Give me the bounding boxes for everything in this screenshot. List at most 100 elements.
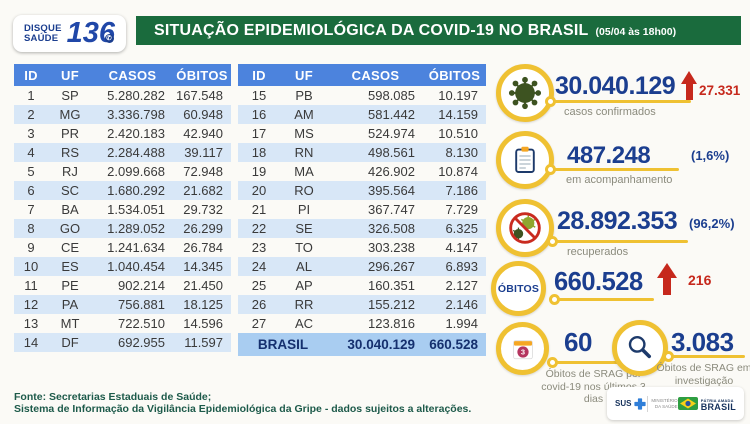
table-cell: 3 <box>27 126 35 141</box>
table-cell: AL <box>296 259 312 274</box>
deaths-value: 660.528 <box>554 268 643 296</box>
table-cell: 6.325 <box>445 221 478 236</box>
logo-line2: SAÚDE <box>23 32 59 44</box>
deaths-delta: 216 <box>688 272 712 288</box>
table-row: 22 SE 326.508 6.325 <box>238 219 486 238</box>
deaths-underline <box>557 298 654 301</box>
table-row: 10 ES 1.040.454 14.345 <box>14 257 231 276</box>
table-cell: 14.596 <box>183 316 223 331</box>
calendar-icon: 3 <box>512 339 533 359</box>
deaths-badge-circle: ÓBITOS <box>491 261 546 316</box>
confirmed-underline <box>553 100 691 103</box>
table-cell: SE <box>295 221 313 236</box>
table-cell: 15 <box>251 88 267 103</box>
table-cell: 7.729 <box>445 202 478 217</box>
table-cell: 16 <box>251 107 267 122</box>
srag-investigation-value: 3.083 <box>671 327 734 357</box>
table-row: 18 RN 498.561 8.130 <box>238 143 486 162</box>
brasil-logo: PÁTRIA AMADA BRASIL <box>677 397 736 412</box>
table-cell: 39.117 <box>184 145 223 160</box>
table-cell: 123.816 <box>368 316 415 331</box>
footer-line1: Fonte: Secretarias Estaduais de Saúde; <box>14 391 212 403</box>
table-cell: 14.345 <box>183 259 223 274</box>
table-row: 13 MT 722.510 14.596 <box>14 314 231 333</box>
table-cell: 326.508 <box>368 221 415 236</box>
footer-source-text: Fonte: Secretarias Estaduais de Saúde; S… <box>14 391 472 415</box>
table-row: 3 PR 2.420.183 42.940 <box>14 124 231 143</box>
table-cell: 11 <box>24 278 38 293</box>
followup-underline <box>553 168 679 171</box>
table-cell: 6 <box>27 183 35 198</box>
table-cell: SC <box>60 183 80 198</box>
table-cell: 1.680.292 <box>107 183 165 198</box>
table-cell: 21.682 <box>183 183 223 198</box>
table-cell: 692.955 <box>118 335 165 350</box>
confirmed-value: 30.040.129 <box>555 72 676 100</box>
table-row: 1 SP 5.280.282 167.548 <box>14 86 231 105</box>
table-cell: 160.351 <box>368 278 415 293</box>
table-row: 20 RO 395.564 7.186 <box>238 181 486 200</box>
virus-icon <box>508 76 542 110</box>
srag-deaths-underline <box>555 361 638 364</box>
table-cell: 7.186 <box>445 183 478 198</box>
disque-saude-logo: DISQUE SAÚDE 136 ✆ <box>13 15 126 52</box>
table-cell: DF <box>61 335 79 350</box>
table-row: 2 MG 3.336.798 60.948 <box>14 105 231 124</box>
followup-icon-circle <box>496 131 554 189</box>
table-cell: 4 <box>27 145 35 160</box>
table-cell: 13 <box>23 316 39 331</box>
table-cell: 26.299 <box>183 221 223 236</box>
table-cell: 524.974 <box>368 126 415 141</box>
table-right-header: ID UF CASOS ÓBITOS <box>238 64 486 86</box>
column-header-uf: UF <box>61 67 79 83</box>
table-cell: 12 <box>23 297 39 312</box>
srag-deaths-icon-circle: 3 <box>496 322 549 375</box>
table-left-header: ID UF CASOS ÓBITOS <box>14 64 231 86</box>
clipboard-icon <box>515 146 535 173</box>
table-cell: 2.284.488 <box>107 145 165 160</box>
table-cell: 5.280.282 <box>107 88 165 103</box>
confirmed-icon-circle <box>496 64 554 122</box>
table-cell: 1.040.454 <box>107 259 165 274</box>
table-cell: 14 <box>23 335 39 350</box>
table-cell: 14.159 <box>438 107 478 122</box>
table-cell: AM <box>294 107 314 122</box>
total-obitos: 660.528 <box>429 337 478 352</box>
table-cell: 10.510 <box>438 126 478 141</box>
table-cell: 1.534.051 <box>107 202 165 217</box>
table-cell: 367.747 <box>368 202 415 217</box>
confirmed-label: casos confirmados <box>564 106 656 118</box>
followup-label: em acompanhamento <box>566 174 673 186</box>
table-cell: 26.784 <box>183 240 223 255</box>
table-cell: 9 <box>27 240 35 255</box>
table-cell: 8.130 <box>445 145 478 160</box>
table-cell: MG <box>59 107 81 122</box>
svg-text:3: 3 <box>520 347 524 356</box>
srag-investigation-underline <box>671 355 745 358</box>
table-cell: 21 <box>251 202 267 217</box>
table-cell: 167.548 <box>176 88 223 103</box>
table-cell: 296.267 <box>368 259 415 274</box>
table-right-body: 15 PB 598.085 10.197 16 AM 581.442 14.159 17 MS 52… <box>238 86 486 333</box>
table-cell: 1.289.052 <box>107 221 165 236</box>
title-timestamp: (05/04 às 18h00) <box>595 25 677 38</box>
footer-line2: Sistema de Informação da Vigilância Epid… <box>14 402 472 415</box>
table-cell: 42.940 <box>183 126 223 141</box>
table-row: 7 BA 1.534.051 29.732 <box>14 200 231 219</box>
table-cell: 581.442 <box>368 107 415 122</box>
table-row: 15 PB 598.085 10.197 <box>238 86 486 105</box>
table-cell: 498.561 <box>368 145 415 160</box>
table-cell: MT <box>60 316 80 331</box>
followup-pct: (1,6%) <box>691 148 730 163</box>
table-cell: 2.099.668 <box>107 164 165 179</box>
sus-logo-text: SUS <box>615 399 632 408</box>
table-cell: RN <box>294 145 314 160</box>
brasil-logo-text: PÁTRIA AMADA BRASIL <box>701 398 736 412</box>
table-row: 9 CE 1.241.634 26.784 <box>14 238 231 257</box>
table-cell: 19 <box>251 164 267 179</box>
table-cell: 6.893 <box>445 259 478 274</box>
table-row: 27 AC 123.816 1.994 <box>238 314 486 333</box>
table-cell: 18 <box>251 145 267 160</box>
column-header-casos: CASOS <box>108 67 157 83</box>
table-cell: RS <box>60 145 80 160</box>
